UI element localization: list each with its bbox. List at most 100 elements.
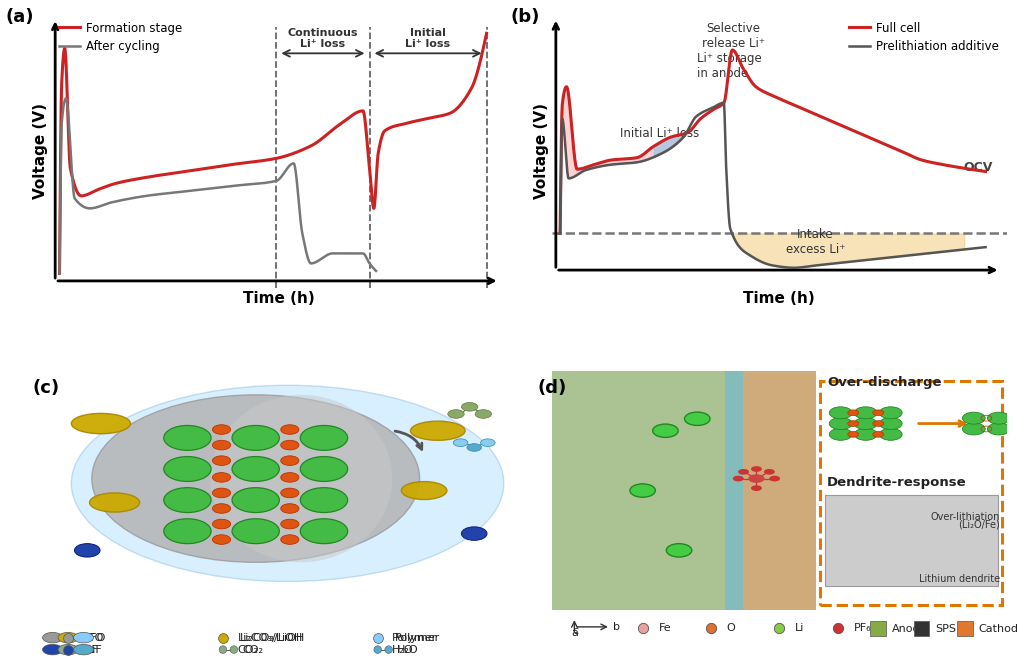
Text: SPS: SPS — [936, 624, 956, 634]
Text: c: c — [573, 626, 579, 636]
Text: Li₂CO₃/LiOH: Li₂CO₃/LiOH — [238, 633, 303, 643]
Circle shape — [281, 519, 299, 529]
Circle shape — [738, 469, 750, 475]
Circle shape — [73, 644, 94, 655]
Circle shape — [281, 425, 299, 434]
Circle shape — [232, 457, 280, 482]
Text: H₂O: H₂O — [397, 645, 418, 655]
Text: Li₂CO₃/LiOH: Li₂CO₃/LiOH — [240, 633, 305, 643]
Circle shape — [848, 432, 858, 437]
Circle shape — [873, 421, 884, 426]
Circle shape — [854, 418, 877, 430]
Circle shape — [462, 402, 478, 411]
Point — [703, 623, 719, 633]
Ellipse shape — [89, 493, 139, 512]
Ellipse shape — [211, 395, 393, 562]
Bar — [825, 496, 998, 586]
Circle shape — [873, 432, 884, 437]
Circle shape — [213, 425, 231, 434]
Circle shape — [164, 488, 212, 513]
Circle shape — [854, 407, 877, 419]
Text: Continuous
Li⁺ loss: Continuous Li⁺ loss — [288, 28, 358, 49]
Bar — [724, 371, 742, 610]
Circle shape — [73, 633, 94, 643]
Circle shape — [829, 428, 852, 440]
Circle shape — [232, 519, 280, 543]
Text: Cathode: Cathode — [978, 624, 1017, 634]
Circle shape — [962, 412, 985, 424]
Circle shape — [58, 633, 78, 643]
Text: Dendrite-response: Dendrite-response — [827, 476, 966, 489]
Circle shape — [281, 473, 299, 482]
Bar — [742, 371, 816, 610]
Circle shape — [733, 476, 743, 482]
Circle shape — [43, 644, 63, 655]
Point — [60, 644, 76, 655]
Circle shape — [475, 410, 491, 418]
Circle shape — [232, 426, 280, 450]
Text: LiF: LiF — [87, 645, 103, 655]
Text: PF₆⁻: PF₆⁻ — [854, 623, 878, 633]
Circle shape — [300, 426, 348, 450]
Circle shape — [300, 457, 348, 482]
Bar — [551, 371, 724, 610]
Circle shape — [213, 473, 231, 482]
Text: LFO: LFO — [82, 633, 104, 643]
Circle shape — [880, 407, 902, 419]
Text: Polymer: Polymer — [395, 633, 439, 643]
Text: Li: Li — [795, 623, 804, 633]
Circle shape — [873, 410, 884, 416]
Bar — [871, 621, 886, 637]
Circle shape — [164, 457, 212, 482]
Legend: Formation stage, After cycling: Formation stage, After cycling — [57, 19, 185, 56]
Text: H₂O: H₂O — [393, 645, 414, 655]
Circle shape — [454, 439, 468, 446]
Circle shape — [848, 421, 858, 426]
Circle shape — [880, 418, 902, 430]
Point — [369, 644, 385, 655]
Text: O: O — [727, 623, 735, 633]
Text: Over-discharge: Over-discharge — [827, 376, 942, 390]
Circle shape — [281, 456, 299, 466]
Circle shape — [848, 410, 858, 416]
Circle shape — [74, 543, 100, 557]
Circle shape — [281, 440, 299, 450]
X-axis label: Time (h): Time (h) — [243, 291, 314, 306]
Circle shape — [447, 410, 464, 418]
X-axis label: Time (h): Time (h) — [743, 291, 815, 306]
Text: Fe: Fe — [659, 623, 671, 633]
Circle shape — [213, 488, 231, 498]
Circle shape — [829, 418, 852, 430]
Ellipse shape — [92, 395, 420, 562]
Circle shape — [751, 466, 762, 472]
Point — [380, 644, 397, 655]
Circle shape — [829, 407, 852, 419]
Point — [830, 623, 846, 633]
Circle shape — [854, 428, 877, 440]
Y-axis label: Voltage (V): Voltage (V) — [534, 103, 549, 199]
Circle shape — [467, 444, 481, 452]
Text: Polymer: Polymer — [393, 633, 437, 643]
Circle shape — [481, 439, 495, 446]
Circle shape — [58, 644, 78, 655]
Circle shape — [653, 424, 678, 438]
Text: b: b — [613, 622, 620, 632]
Text: CO₂: CO₂ — [238, 645, 258, 655]
Circle shape — [164, 426, 212, 450]
Text: (c): (c) — [33, 379, 60, 397]
Text: CO₂: CO₂ — [242, 645, 263, 655]
Ellipse shape — [411, 421, 465, 440]
Circle shape — [213, 503, 231, 513]
Circle shape — [281, 535, 299, 544]
Point — [635, 623, 651, 633]
Text: LiF: LiF — [82, 645, 99, 655]
Circle shape — [300, 488, 348, 513]
Ellipse shape — [71, 386, 503, 581]
Point — [215, 632, 231, 643]
Text: LFO: LFO — [85, 633, 107, 643]
Text: OCV: OCV — [964, 161, 994, 174]
Text: (d): (d) — [538, 379, 567, 397]
Circle shape — [880, 428, 902, 440]
Bar — [913, 621, 930, 637]
Circle shape — [630, 484, 655, 498]
